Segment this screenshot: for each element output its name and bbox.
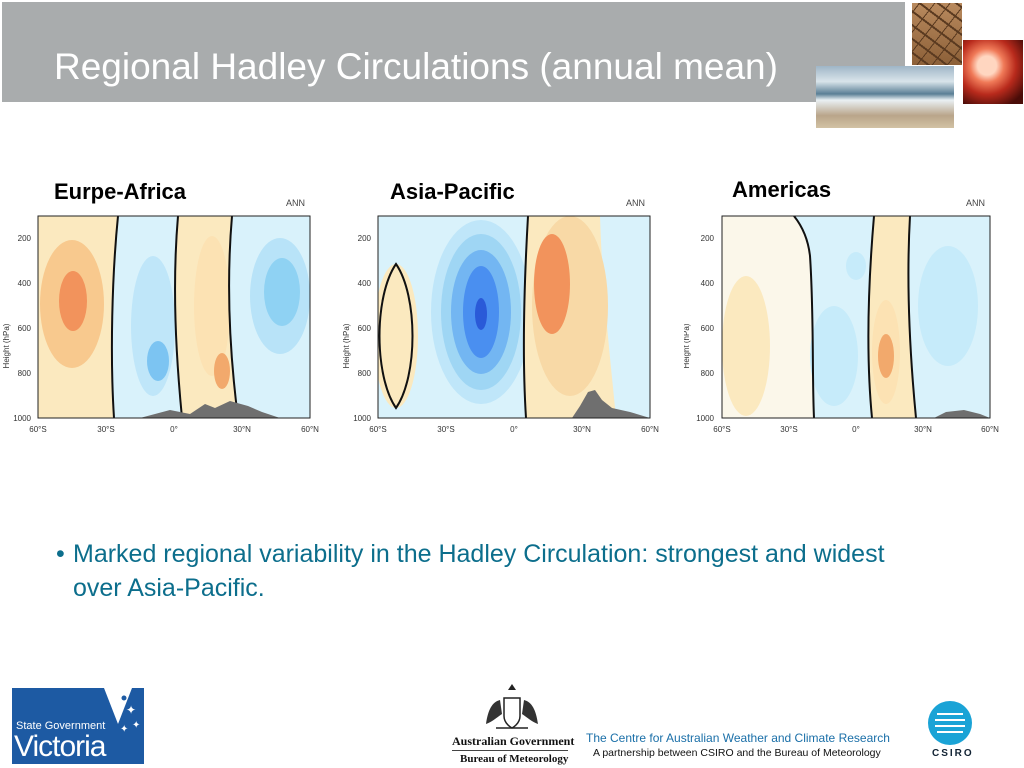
zero-contour bbox=[378, 262, 414, 410]
negative-core bbox=[475, 298, 487, 330]
zero-contour bbox=[110, 216, 239, 418]
y-tick-label: 1000 bbox=[353, 414, 371, 423]
coat-of-arms-icon bbox=[486, 684, 538, 729]
bureau-of-meteorology-name: Bureau of Meteorology bbox=[460, 753, 569, 765]
positive-core bbox=[534, 234, 570, 334]
y-tick-label: 600 bbox=[701, 324, 715, 333]
slide-title: Regional Hadley Circulations (annual mea… bbox=[54, 46, 778, 87]
y-axis-label: Height (hPa) bbox=[2, 323, 11, 368]
x-tick-label: 0° bbox=[170, 425, 178, 434]
x-tick-label: 60°S bbox=[713, 425, 730, 434]
streamfunction-chart-europe-africa: ANN Height (hPa) 200 400 600 800 1000 60… bbox=[2, 198, 319, 434]
bullet-point: • Marked regional variability in the Had… bbox=[56, 537, 936, 605]
negative-contour bbox=[918, 246, 978, 366]
y-tick-label: 800 bbox=[358, 369, 372, 378]
positive-cell-south bbox=[378, 264, 418, 408]
zero-contour bbox=[793, 216, 917, 418]
panel-title-americas: Americas bbox=[732, 177, 832, 202]
positive-core bbox=[59, 271, 87, 331]
y-tick-label: 400 bbox=[358, 279, 372, 288]
csiro-wordmark: CSIRO bbox=[932, 748, 974, 759]
x-tick-label: 30°S bbox=[780, 425, 797, 434]
streamfunction-chart-asia-pacific: ANN Height (hPa) 200 400 600 800 1000 60… bbox=[342, 198, 659, 434]
negative-contour bbox=[846, 252, 866, 280]
cracked-earth-photo bbox=[912, 3, 962, 65]
x-tick-label: 60°S bbox=[369, 425, 386, 434]
australian-government-name: Australian Government bbox=[452, 734, 575, 748]
plot-frame bbox=[37, 215, 311, 419]
positive-core bbox=[214, 353, 230, 389]
victoria-logo-name: Victoria bbox=[14, 730, 106, 763]
y-tick-label: 200 bbox=[18, 234, 32, 243]
terrain bbox=[934, 410, 990, 418]
positive-cell-south bbox=[722, 276, 770, 416]
divider bbox=[452, 750, 568, 751]
terrain bbox=[572, 390, 650, 418]
terrain bbox=[140, 401, 280, 418]
x-tick-label: 60°N bbox=[301, 425, 319, 434]
x-tick-label: 60°N bbox=[641, 425, 659, 434]
svg-text:✦: ✦ bbox=[126, 703, 136, 717]
x-tick-label: 60°N bbox=[981, 425, 999, 434]
season-label: ANN bbox=[626, 198, 645, 208]
negative-core bbox=[264, 258, 300, 326]
bullet-text: Marked regional variability in the Hadle… bbox=[73, 540, 885, 602]
y-tick-label: 600 bbox=[18, 324, 32, 333]
bullet-dot-icon: • bbox=[56, 540, 65, 568]
x-tick-label: 30°S bbox=[97, 425, 114, 434]
negative-contour bbox=[810, 306, 858, 406]
victoria-logo-small-text: State Government bbox=[16, 720, 106, 732]
x-tick-label: 30°N bbox=[914, 425, 932, 434]
positive-contour bbox=[194, 236, 230, 376]
x-tick-label: 60°S bbox=[29, 425, 46, 434]
y-tick-label: 400 bbox=[18, 279, 32, 288]
streamfunction-chart-americas: ANN Height (hPa) 200 400 600 800 1000 60… bbox=[684, 198, 999, 434]
season-label: ANN bbox=[286, 198, 305, 208]
y-tick-label: 200 bbox=[701, 234, 715, 243]
y-axis-label: Height (hPa) bbox=[684, 323, 691, 368]
x-tick-label: 0° bbox=[852, 425, 860, 434]
x-tick-label: 30°S bbox=[437, 425, 454, 434]
y-tick-label: 600 bbox=[358, 324, 372, 333]
csiro-logo-icon bbox=[928, 701, 972, 745]
negative-core bbox=[147, 341, 169, 381]
cawcr-title: The Centre for Australian Weather and Cl… bbox=[586, 731, 890, 745]
x-tick-label: 0° bbox=[510, 425, 518, 434]
season-label: ANN bbox=[966, 198, 985, 208]
cawcr-subtitle: A partnership between CSIRO and the Bure… bbox=[593, 747, 881, 759]
positive-core bbox=[878, 334, 894, 378]
panel-title-asia-pacific: Asia-Pacific bbox=[390, 179, 515, 204]
y-axis-label: Height (hPa) bbox=[342, 323, 351, 368]
y-tick-label: 800 bbox=[701, 369, 715, 378]
y-tick-label: 800 bbox=[18, 369, 32, 378]
y-tick-label: 1000 bbox=[13, 414, 31, 423]
victoria-stars-icon: ✦ ✦ ✦ bbox=[104, 688, 140, 735]
svg-text:✦: ✦ bbox=[120, 724, 128, 735]
y-tick-label: 1000 bbox=[696, 414, 714, 423]
plot-frame bbox=[721, 215, 991, 419]
zero-contour bbox=[522, 216, 529, 418]
panel-title-europe-africa: Eurpe-Africa bbox=[54, 179, 187, 204]
y-tick-label: 400 bbox=[701, 279, 715, 288]
plot-frame bbox=[377, 215, 651, 419]
x-tick-label: 30°N bbox=[233, 425, 251, 434]
title-bar bbox=[2, 2, 905, 102]
y-tick-label: 200 bbox=[358, 234, 372, 243]
svg-text:✦: ✦ bbox=[132, 720, 140, 731]
ocean-wave-photo bbox=[816, 66, 954, 128]
victoria-government-logo: ✦ ✦ ✦ State Government Victoria bbox=[12, 688, 144, 764]
x-tick-label: 30°N bbox=[573, 425, 591, 434]
bushfire-photo bbox=[963, 40, 1023, 104]
